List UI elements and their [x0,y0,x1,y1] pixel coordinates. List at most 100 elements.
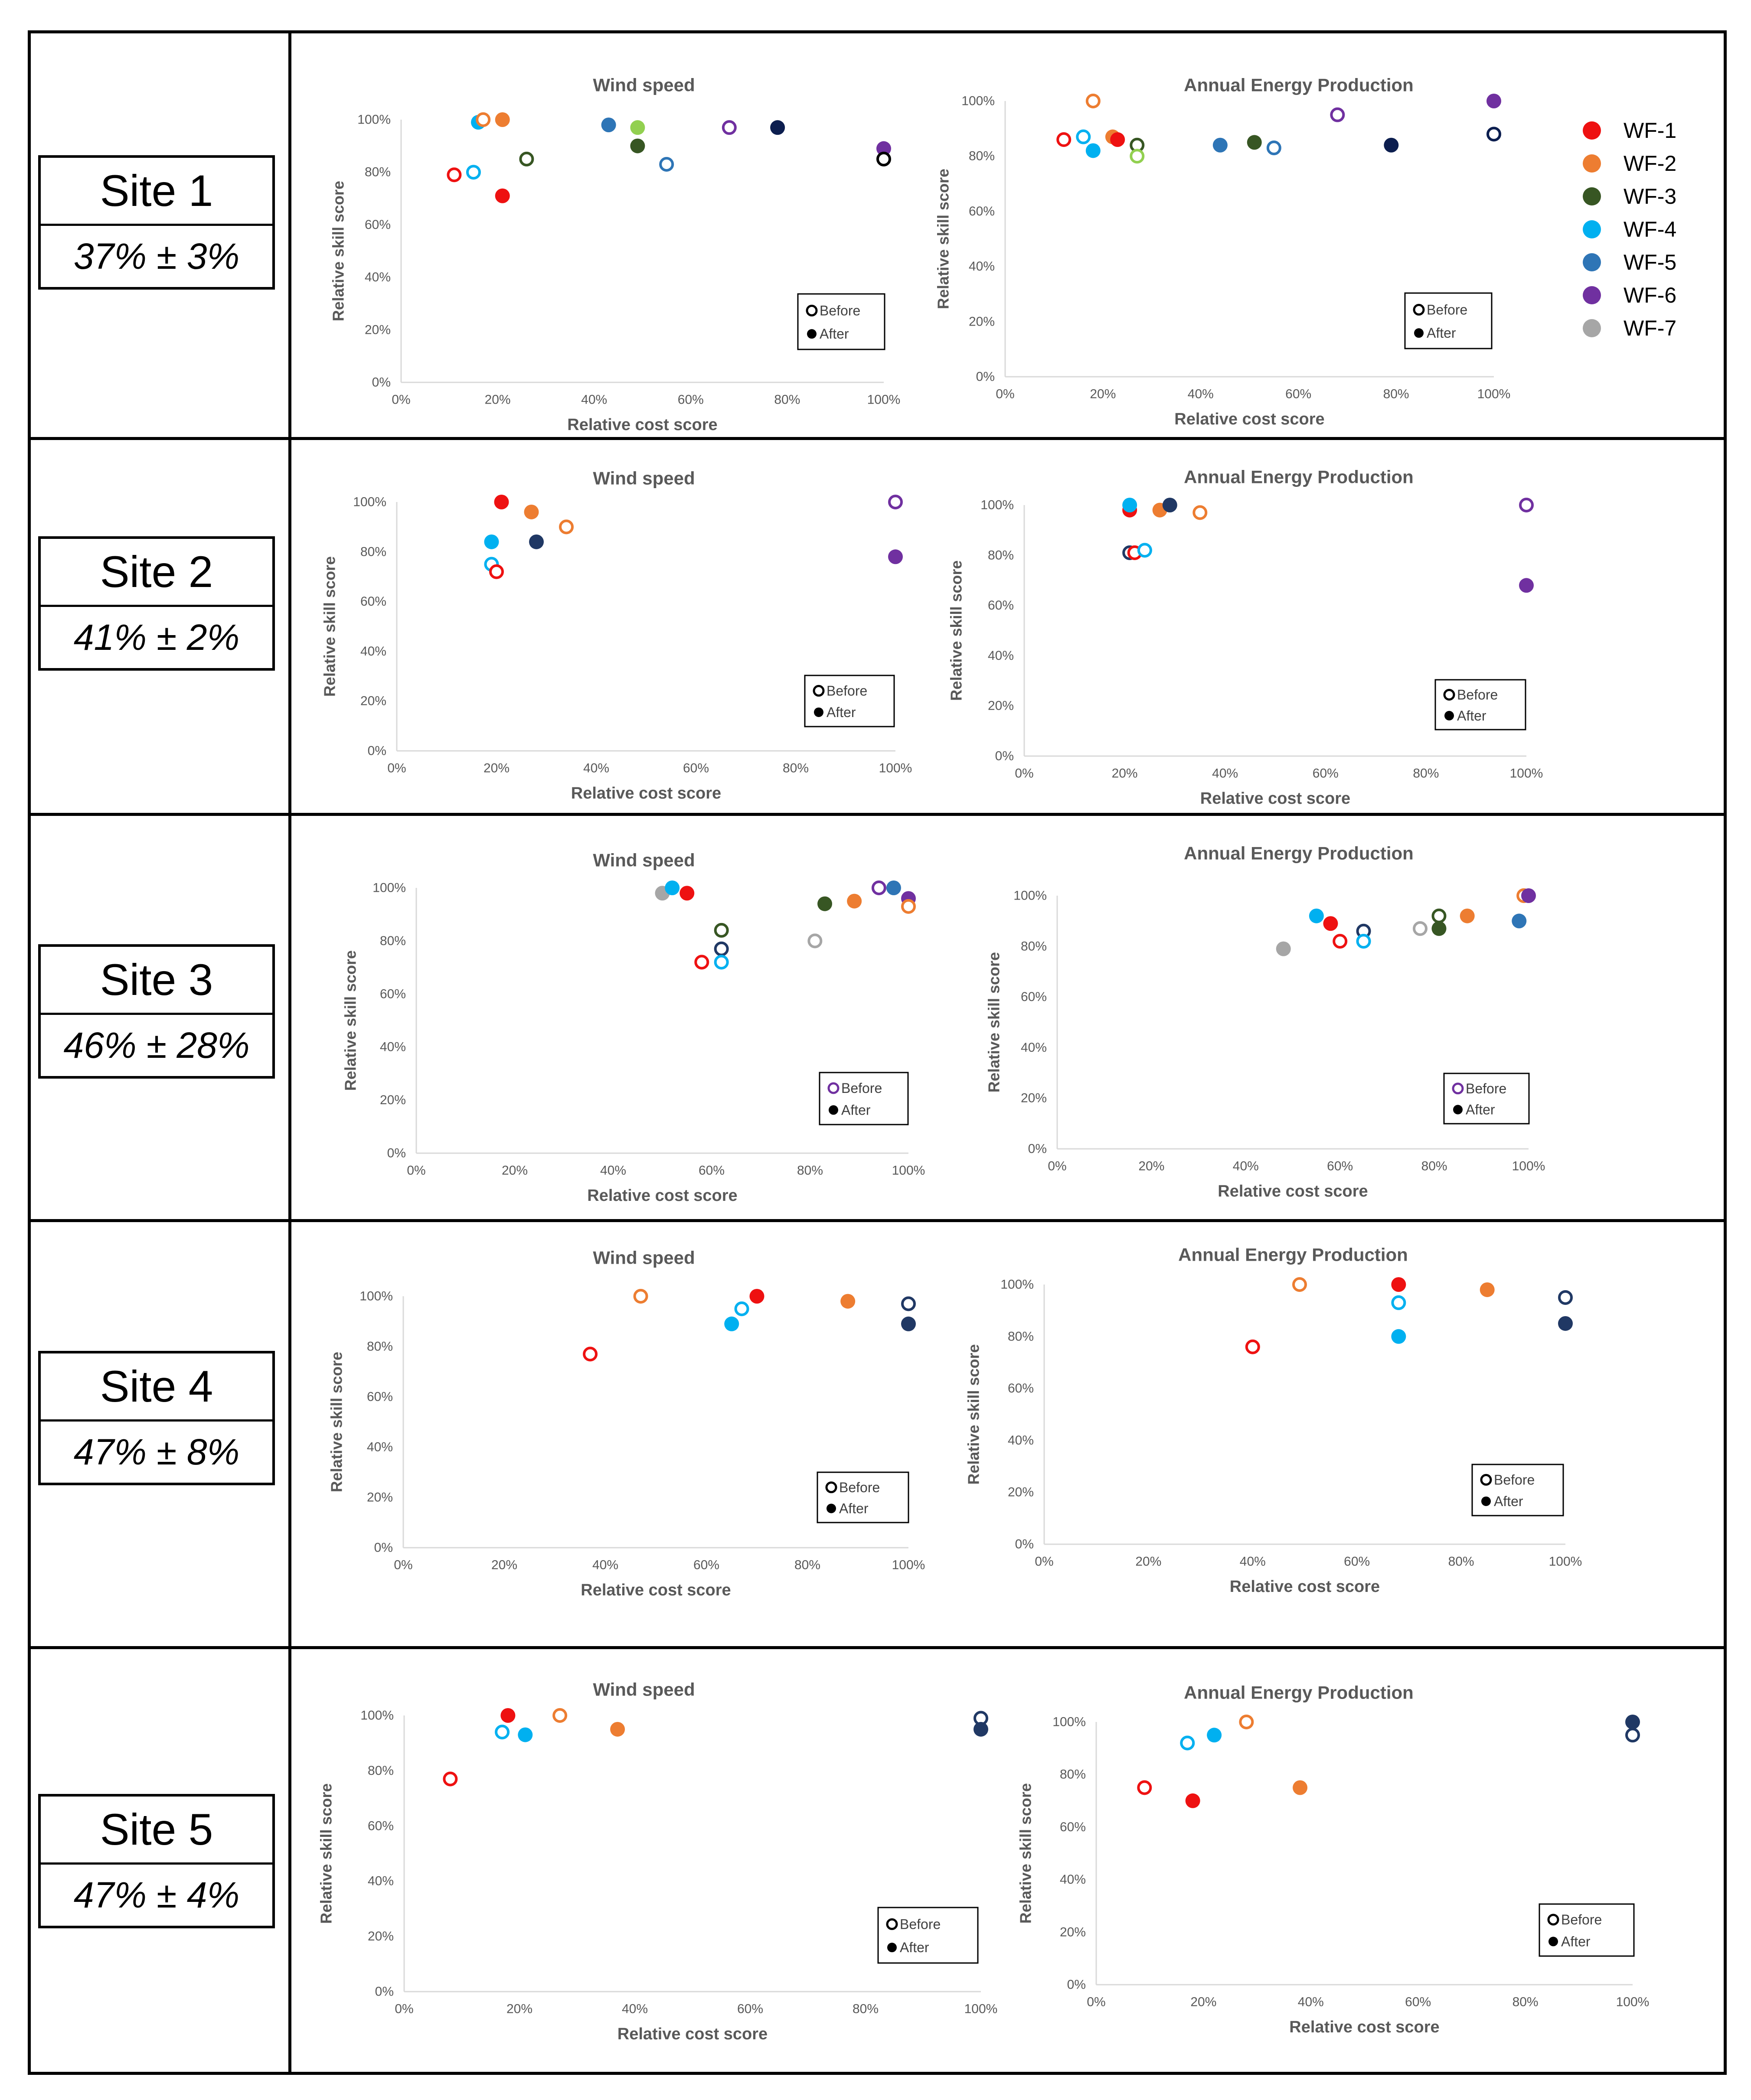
site-value: 46% ± 28% [63,1025,250,1066]
chart-title: Wind speed [593,850,695,871]
x-tick-label: 0% [394,1558,412,1572]
chart-title: Annual Energy Production [1184,75,1414,95]
x-tick-label: 40% [1188,387,1214,401]
chart-s2-ws: Wind speed 0% 20% 40% 60% 80% 100% 0% 20% 40% 60% 8… [321,468,912,803]
x-tick-label: 20% [1112,766,1138,781]
point-wf-2-after [840,1294,856,1309]
point-wf-4-before [466,165,481,180]
legend-before-marker [1413,303,1425,316]
legend-before-marker [1452,1083,1464,1095]
point-wf-6-after [1519,578,1534,593]
before-after-legend [804,675,895,727]
x-axis-title: Relative cost score [567,416,717,434]
point-wf-6-before [1330,107,1345,122]
point-wf-5-before [901,1296,916,1311]
point-wf-5-before [1266,140,1281,156]
site-5-label: Site 5 47% ± 4% [38,1794,275,1928]
before-after-legend [877,1907,979,1964]
legend-after-label: After [826,704,856,720]
x-tick-label: 100% [1477,387,1511,401]
point-wf-5-after [601,117,616,133]
x-axis-title: Relative cost score [1289,2018,1439,2036]
y-tick-label: 0% [375,1985,394,1999]
point-wf-1-after [1391,1277,1406,1292]
chart-s4-aep: Annual Energy Production 0% 20% 40% 60% 80% 10… [965,1245,1582,1596]
point-wf-1-after [1185,1793,1200,1808]
y-tick-label: 60% [988,598,1014,613]
legend-item-wf-3: WF-3 [1583,184,1676,209]
point-wf-2-before [901,899,916,914]
legend-before-label: Before [820,303,860,318]
x-axis-title: Relative cost score [587,1187,737,1205]
y-tick-label: 0% [1015,1537,1034,1552]
before-after-legend [817,1471,909,1523]
legend-label: WF-6 [1624,283,1677,307]
x-tick-label: 60% [1327,1159,1353,1174]
legend-after-marker [1414,328,1424,338]
y-tick-label: 100% [1013,889,1047,903]
point-wf-6-after [888,549,903,564]
legend-after-marker [807,329,817,339]
x-tick-label: 60% [1405,1995,1431,2009]
point-wf-2-before [476,112,491,127]
y-tick-label: 80% [988,548,1014,562]
x-tick-label: 80% [1513,1995,1539,2009]
site-1-label: Site 1 37% ± 3% [38,155,275,290]
legend-after-label: After [820,326,849,342]
y-tick-label: 20% [1008,1485,1034,1500]
point-wf-2-before [1239,1715,1254,1729]
legend-label: WF-1 [1624,118,1677,143]
point-wf-1-after [679,886,695,901]
point-wf-4-after [1085,143,1101,158]
x-tick-label: 40% [1298,1995,1324,2009]
x-tick-label: 60% [737,2002,763,2016]
y-tick-label: 100% [359,1289,393,1304]
before-after-legend [1443,1073,1530,1125]
point-wf-3-after [1431,921,1447,936]
y-tick-label: 80% [365,165,391,179]
legend-before-label: Before [841,1080,882,1096]
point-wf-1-after [500,1708,516,1723]
x-tick-label: 80% [774,393,800,407]
column-divider [288,30,291,2075]
y-axis-title: Relative skill score [328,1352,346,1492]
site-name: Site 4 [41,1353,272,1422]
chart-s3-aep: Annual Energy Production 0% 20% 40% 60% 80% 10… [985,843,1545,1201]
point-wf-2-after [1480,1282,1495,1297]
point-wf-5-after [1162,498,1177,512]
y-tick-label: 40% [365,270,391,284]
legend-before-label: Before [826,683,867,698]
point-wf-2-after [610,1722,625,1737]
chart-title: Wind speed [593,75,695,95]
x-tick-label: 20% [1135,1555,1161,1569]
point-wf-3-after [1247,135,1262,150]
y-tick-label: 40% [367,1440,393,1454]
legend-label: WF-4 [1624,217,1677,241]
chart-s4-ws: Wind speed 0% 20% 40% 60% 80% 100% 0% 20% 40% 60% 8… [328,1248,925,1600]
point-wf-1-after [1323,916,1338,931]
x-tick-label: 20% [1090,387,1116,401]
point-wf-4-after [1207,1728,1222,1743]
legend-before-marker [827,1082,840,1094]
before-after-legend [1471,1464,1564,1516]
point-wf-1-before [1333,934,1348,949]
point-wf-1-before [694,955,709,970]
legend-before-marker [1443,689,1455,701]
y-tick-label: 80% [1008,1329,1034,1343]
legend-item-wf-6: WF-6 [1583,283,1676,308]
x-tick-label: 40% [1233,1159,1259,1174]
site-value: 41% ± 2% [73,617,240,658]
point-wf-1-after [749,1289,764,1304]
y-axis-title: Relative skill score [342,950,359,1091]
x-axis-title: Relative cost score [581,1581,731,1599]
point-wf-5-after [1384,137,1399,153]
x-tick-label: 60% [683,761,709,776]
site-name: Site 3 [41,947,272,1015]
x-tick-label: 20% [1138,1159,1164,1174]
y-axis-title: Relative skill score [330,181,347,321]
point-wf-5-after [1212,137,1228,153]
x-tick-label: 100% [867,393,901,407]
point-wf-4-before [1137,543,1152,558]
y-tick-label: 0% [374,1541,393,1555]
point-wf-2-after [1293,1780,1308,1795]
